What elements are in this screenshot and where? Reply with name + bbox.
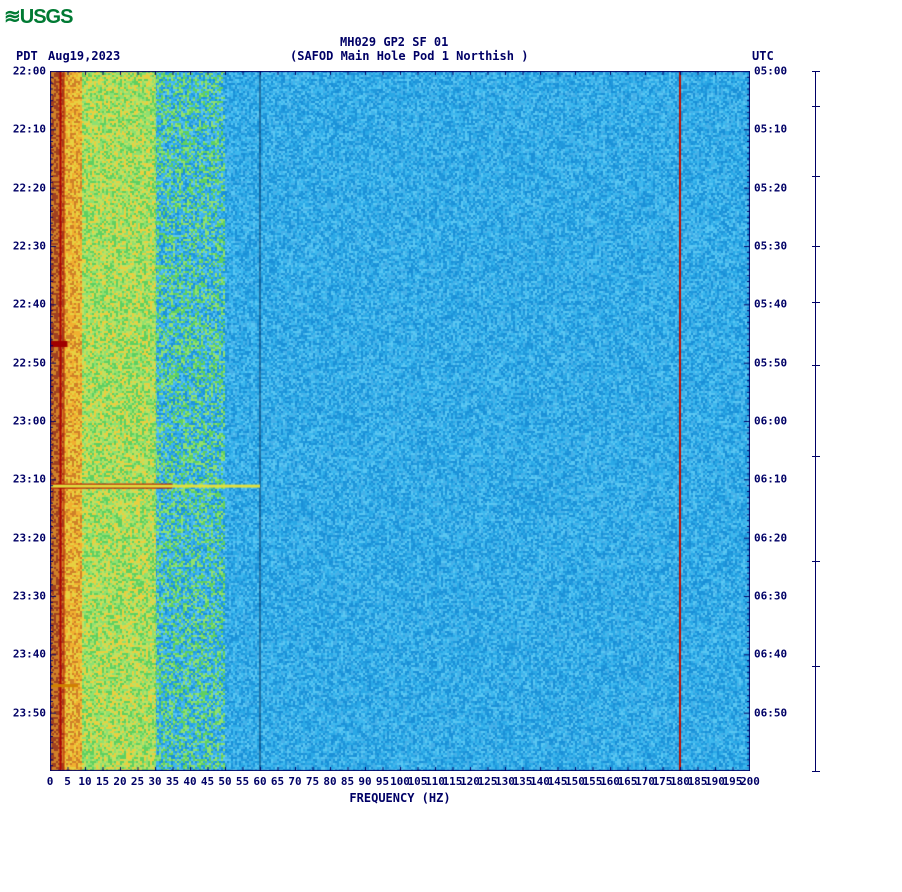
chart-header: PDT Aug19,2023 MH029 GP2 SF 01 (SAFOD Ma… — [0, 35, 902, 67]
x-tick-label: 80 — [323, 775, 336, 788]
y-left-tick-label: 22:20 — [2, 181, 46, 194]
y-right-tick-label: 05:10 — [754, 123, 798, 136]
spectrogram-heatmap — [50, 71, 750, 771]
y-right-tick-label: 06:00 — [754, 414, 798, 427]
y-axis-right-utc: 05:0005:1005:2005:3005:4005:5006:0006:10… — [754, 71, 798, 771]
x-tick-label: 65 — [271, 775, 284, 788]
scalebar-tick — [812, 365, 820, 366]
y-right-tick-label: 05:40 — [754, 298, 798, 311]
tz-left-label: PDT — [16, 49, 38, 63]
x-axis-frequency: 0510152025303540455055606570758085909510… — [50, 775, 750, 789]
scalebar-tick — [812, 176, 820, 177]
x-tick-label: 45 — [201, 775, 214, 788]
y-left-tick-label: 22:50 — [2, 356, 46, 369]
y-left-tick-label: 22:10 — [2, 123, 46, 136]
y-right-tick-label: 05:00 — [754, 65, 798, 78]
y-right-tick-label: 05:30 — [754, 239, 798, 252]
x-tick-label: 5 — [64, 775, 71, 788]
scalebar-tick — [812, 561, 820, 562]
scalebar-tick — [812, 456, 820, 457]
x-tick-label: 35 — [166, 775, 179, 788]
usgs-logo: ≋USGS — [4, 4, 902, 29]
y-right-tick-label: 06:10 — [754, 473, 798, 486]
y-right-tick-label: 06:30 — [754, 589, 798, 602]
scalebar-tick — [812, 302, 820, 303]
x-tick-label: 60 — [253, 775, 266, 788]
scalebar-tick — [812, 666, 820, 667]
y-right-tick-label: 06:40 — [754, 648, 798, 661]
y-left-tick-label: 23:20 — [2, 531, 46, 544]
y-left-tick-label: 23:00 — [2, 414, 46, 427]
y-axis-left-pdt: 22:0022:1022:2022:3022:4022:5023:0023:10… — [2, 71, 46, 771]
y-right-tick-label: 05:50 — [754, 356, 798, 369]
x-tick-label: 70 — [288, 775, 301, 788]
title-line2: (SAFOD Main Hole Pod 1 Northish ) — [290, 49, 528, 63]
scalebar-tick — [812, 71, 820, 72]
y-left-tick-label: 22:00 — [2, 65, 46, 78]
x-tick-label: 90 — [358, 775, 371, 788]
x-tick-label: 55 — [236, 775, 249, 788]
y-left-tick-label: 23:50 — [2, 706, 46, 719]
tz-right-label: UTC — [752, 49, 774, 63]
x-tick-label: 40 — [183, 775, 196, 788]
y-right-tick-label: 05:20 — [754, 181, 798, 194]
y-right-tick-label: 06:50 — [754, 706, 798, 719]
amplitude-scalebar — [815, 71, 820, 771]
x-tick-label: 95 — [376, 775, 389, 788]
spectrogram-container: 22:0022:1022:2022:3022:4022:5023:0023:10… — [50, 71, 750, 771]
date-label: Aug19,2023 — [48, 49, 120, 63]
x-tick-label: 200 — [740, 775, 760, 788]
y-left-tick-label: 23:40 — [2, 648, 46, 661]
scalebar-tick — [812, 771, 820, 772]
scalebar-tick — [812, 246, 820, 247]
x-tick-label: 25 — [131, 775, 144, 788]
x-tick-label: 30 — [148, 775, 161, 788]
x-tick-label: 10 — [78, 775, 91, 788]
y-left-tick-label: 22:40 — [2, 298, 46, 311]
y-left-tick-label: 23:30 — [2, 589, 46, 602]
y-right-tick-label: 06:20 — [754, 531, 798, 544]
x-tick-label: 15 — [96, 775, 109, 788]
title-line1: MH029 GP2 SF 01 — [340, 35, 448, 49]
x-tick-label: 20 — [113, 775, 126, 788]
y-left-tick-label: 23:10 — [2, 473, 46, 486]
x-tick-label: 85 — [341, 775, 354, 788]
x-tick-label: 75 — [306, 775, 319, 788]
x-tick-label: 50 — [218, 775, 231, 788]
x-tick-label: 0 — [47, 775, 54, 788]
y-left-tick-label: 22:30 — [2, 239, 46, 252]
x-axis-label: FREQUENCY (HZ) — [50, 791, 750, 805]
scalebar-tick — [812, 106, 820, 107]
